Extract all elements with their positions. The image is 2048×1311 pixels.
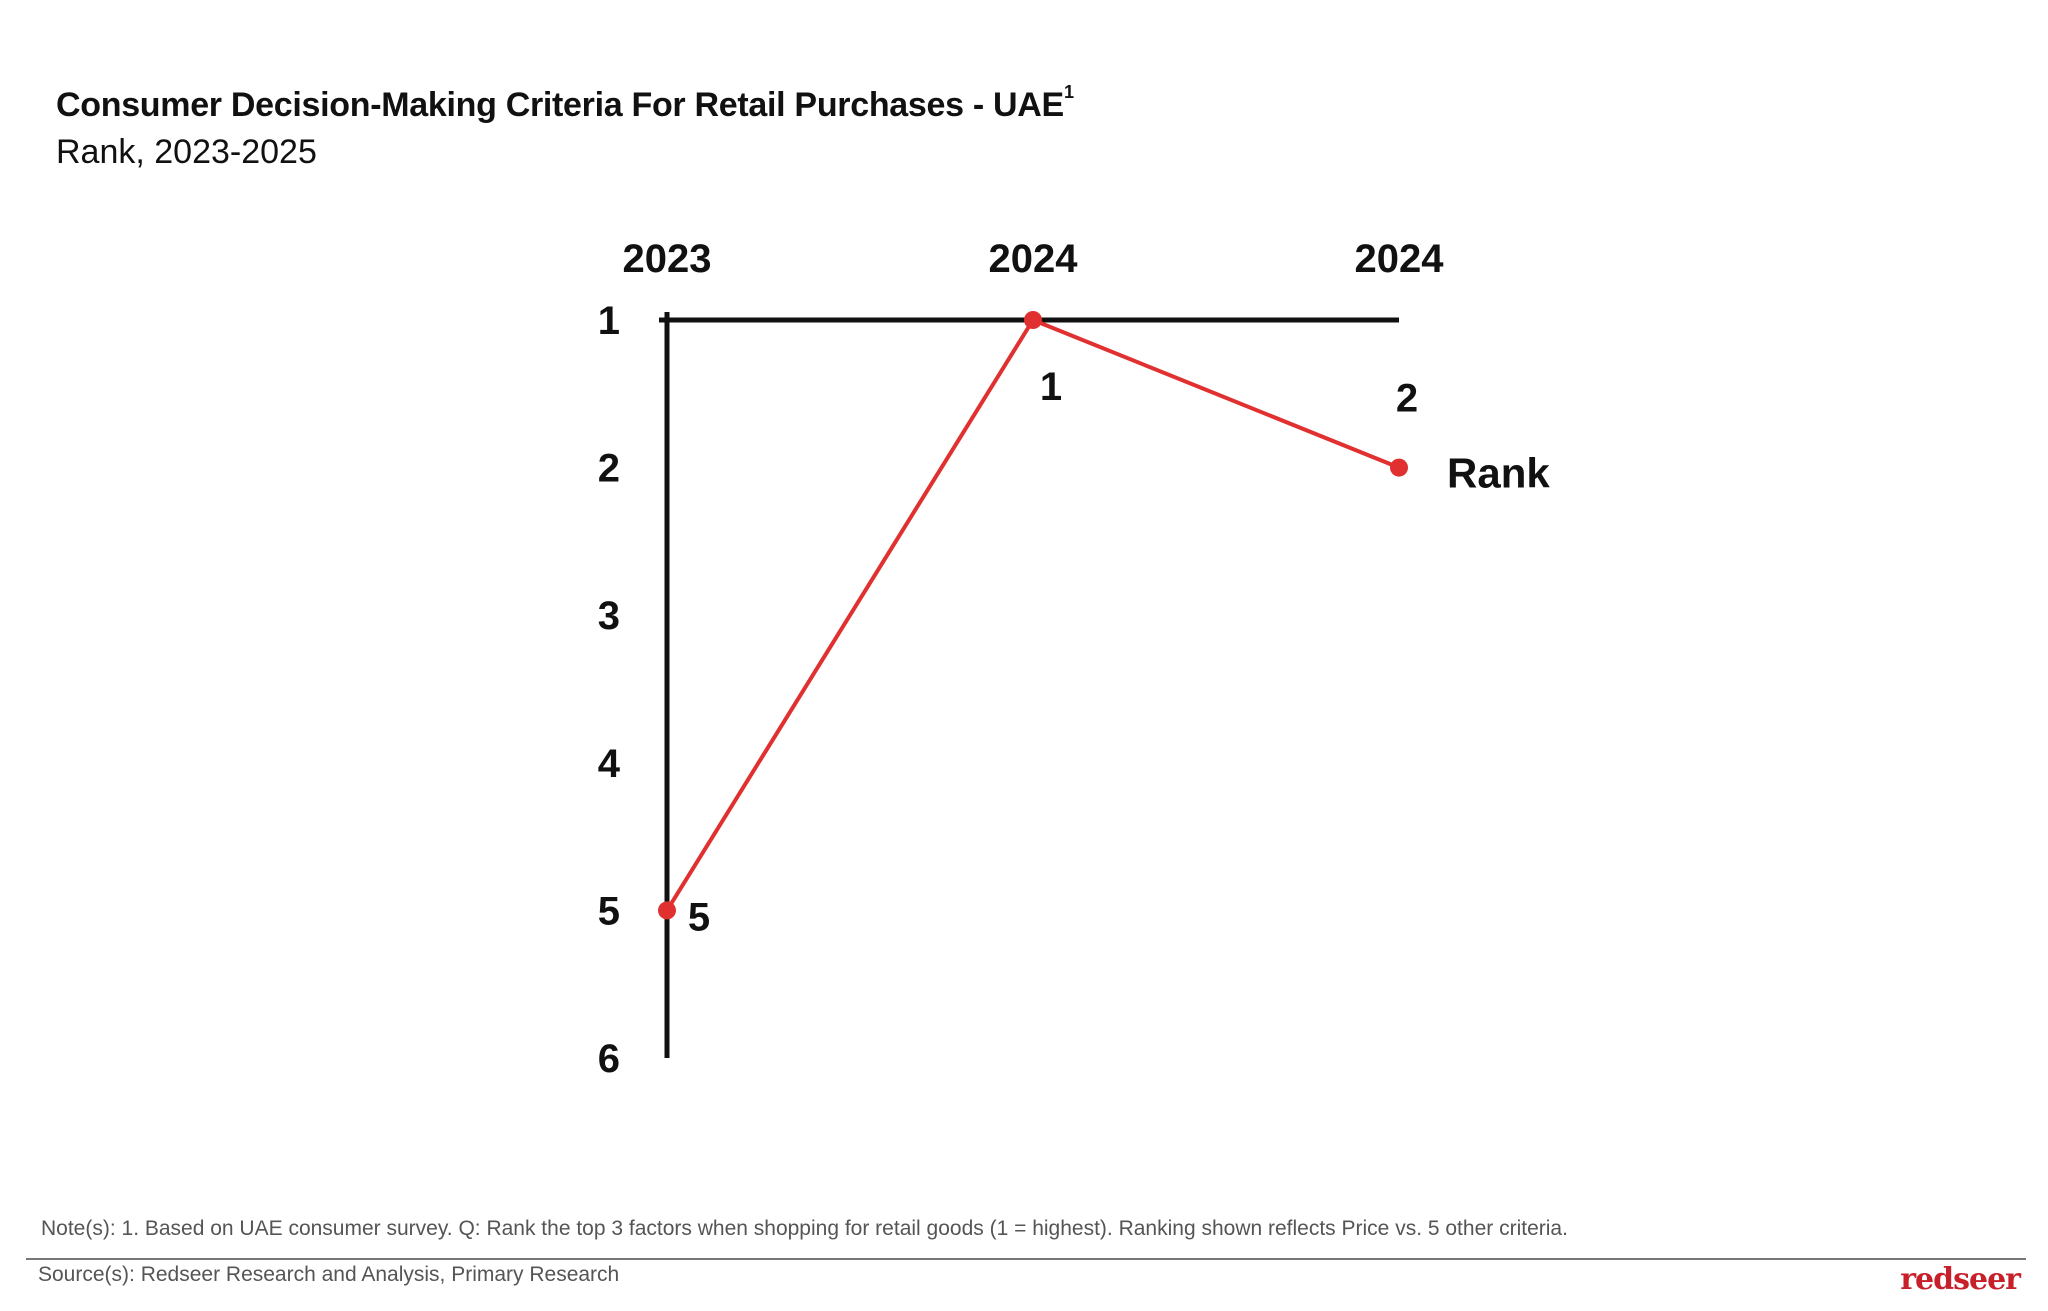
title-footnote-marker: 1 <box>1063 81 1074 102</box>
footnote: Note(s): 1. Based on UAE consumer survey… <box>41 1217 1568 1240</box>
footer-divider <box>26 1258 2026 1260</box>
x-category-label-1: 2023 <box>623 237 712 281</box>
chart-title-text: Consumer Decision-Making Criteria For Re… <box>56 86 1064 124</box>
y-tick-label-2: 2 <box>598 447 620 491</box>
y-tick-label-1: 1 <box>598 299 620 343</box>
y-tick-label-3: 3 <box>598 594 620 638</box>
data-label-2: 1 <box>1040 365 1062 409</box>
data-label-1: 5 <box>688 895 710 939</box>
brand-logo: redseer <box>1900 1262 2021 1297</box>
data-point-1 <box>658 901 676 920</box>
data-label-3: 2 <box>1396 377 1418 421</box>
y-tick-label-6: 6 <box>598 1037 620 1081</box>
chart-subtitle: Rank, 2023-2025 <box>56 133 317 171</box>
data-point-3 <box>1390 458 1408 477</box>
series-line-rank <box>665 318 1400 912</box>
y-tick-label-4: 4 <box>598 742 621 786</box>
source-line: Source(s): Redseer Research and Analysis… <box>38 1263 620 1286</box>
data-point-2 <box>1024 311 1042 329</box>
chart-title: Consumer Decision-Making Criteria For Re… <box>56 82 1074 125</box>
rank-line-chart: 1 2 3 4 5 6 2023 2024 2024 5 1 2 Rank <box>598 237 1551 1081</box>
x-category-label-2: 2024 <box>989 237 1079 281</box>
y-tick-label-5: 5 <box>598 889 620 933</box>
series-legend-label: Rank <box>1447 450 1550 497</box>
x-category-label-3: 2024 <box>1355 237 1445 281</box>
